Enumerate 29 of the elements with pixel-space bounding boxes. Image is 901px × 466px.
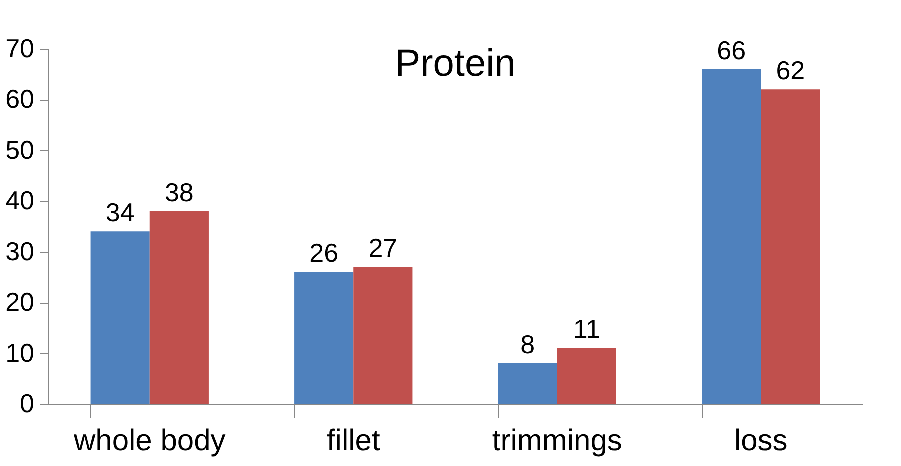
y-tick-label: 20 <box>6 287 34 318</box>
data-label: 11 <box>573 314 600 344</box>
data-label: 66 <box>717 35 746 66</box>
y-tick-label: 60 <box>6 84 34 114</box>
data-label: 27 <box>368 233 398 264</box>
y-tick-label: 0 <box>20 388 34 418</box>
y-tick-label: 70 <box>6 34 34 64</box>
x-tick-label: trimmings <box>492 424 622 458</box>
bar <box>498 363 558 404</box>
x-tick-label: loss <box>734 424 788 458</box>
bar <box>557 348 616 404</box>
chart-title: Protein <box>395 43 516 85</box>
bar <box>294 272 354 404</box>
data-label: 62 <box>776 56 806 86</box>
data-label: 26 <box>310 238 339 268</box>
bar <box>90 232 150 404</box>
data-label: 8 <box>520 329 536 360</box>
y-tick-label: 40 <box>6 186 34 216</box>
bar <box>702 69 762 404</box>
data-label: 38 <box>164 177 194 208</box>
bar <box>761 90 820 404</box>
y-tick-label: 10 <box>6 338 34 368</box>
y-tick-label: 30 <box>6 236 34 266</box>
x-tick-label: fillet <box>326 424 381 458</box>
bar <box>354 267 413 404</box>
y-tick-label: 50 <box>6 134 34 165</box>
x-tick-label: whole body <box>72 424 226 458</box>
bar <box>150 211 209 404</box>
data-label: 34 <box>106 198 135 228</box>
